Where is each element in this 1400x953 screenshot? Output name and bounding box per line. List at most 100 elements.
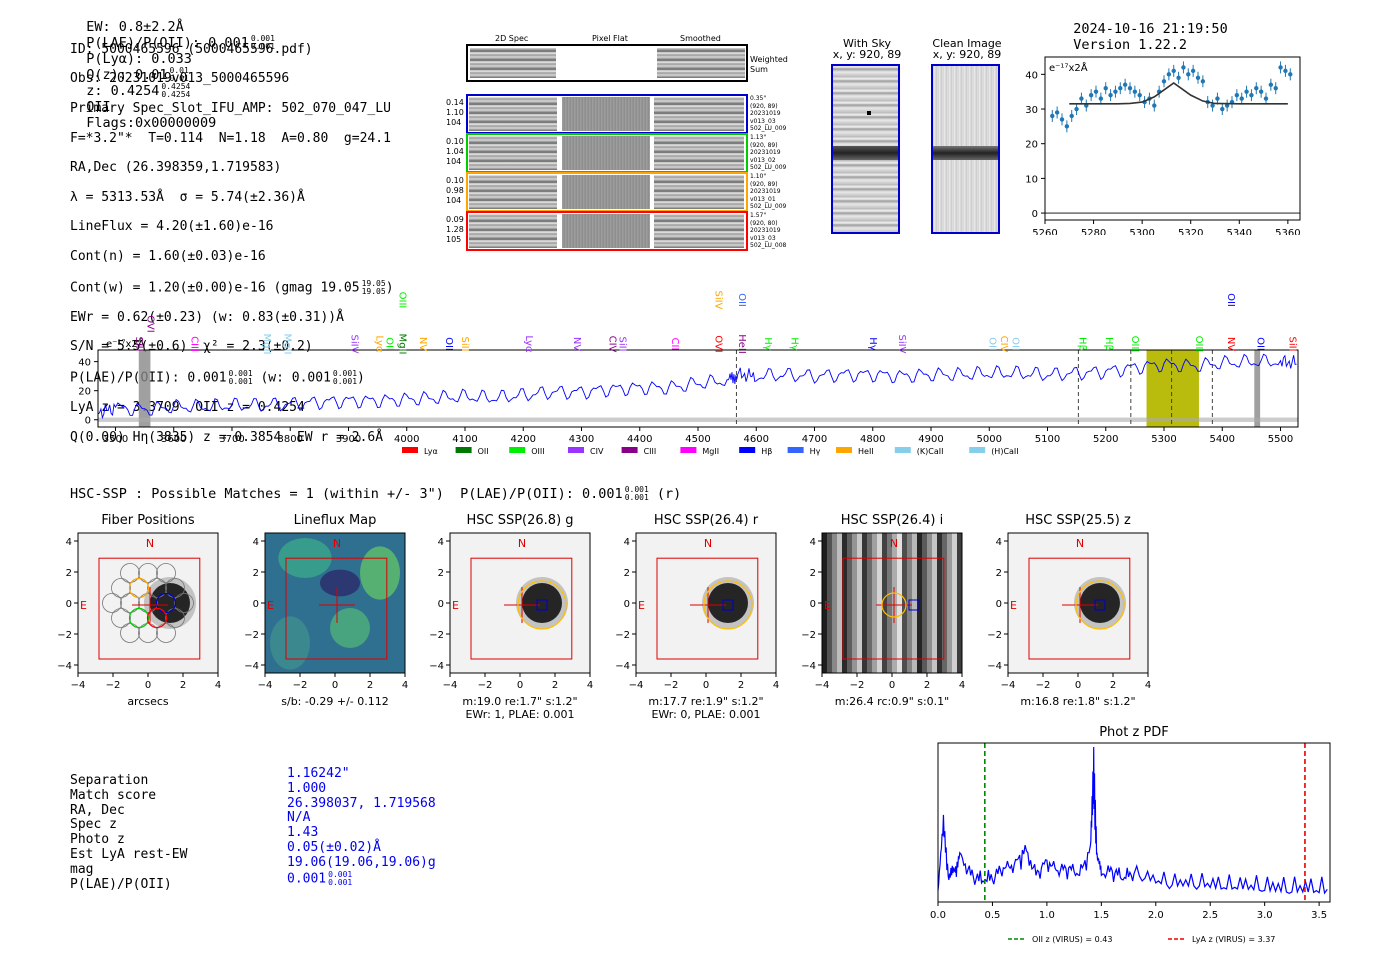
match-marker xyxy=(722,599,734,611)
x-tick-label: 5260 xyxy=(1032,228,1057,235)
east-label: E xyxy=(452,599,459,612)
cutout-panel: N E −4 −2 0 2 4 4 2 0 −2 −4 xyxy=(57,532,221,691)
y-tick-label: 2 xyxy=(810,568,816,579)
spec2d-left-val: 0.10 xyxy=(446,176,464,185)
spec2d-left-val: 0.98 xyxy=(446,186,464,195)
data-point xyxy=(1254,86,1259,91)
y-tick-label: 30 xyxy=(1025,105,1038,116)
match-value: 0.05(±0.02)Å xyxy=(287,840,436,856)
source-blob xyxy=(522,583,562,623)
line-label: SiII xyxy=(133,336,144,351)
x-tick-label: −4 xyxy=(443,680,458,691)
fiber-circle xyxy=(165,578,185,598)
match-label: mag xyxy=(70,861,94,877)
x-tick-label: −4 xyxy=(258,680,273,691)
header-z-up: 0.4254 xyxy=(161,82,191,91)
data-point xyxy=(1069,113,1074,119)
source-blob xyxy=(1080,583,1120,623)
legend-swatch xyxy=(509,447,526,453)
pdf-title: Phot z PDF xyxy=(1099,725,1169,740)
y-tick-label: −4 xyxy=(801,661,816,672)
aperture-box xyxy=(842,557,945,660)
data-point xyxy=(1166,72,1172,77)
fiber-circle xyxy=(165,608,185,628)
x-tick-label: −4 xyxy=(629,680,644,691)
x-tick-label: 2 xyxy=(924,680,930,691)
line-label: OII xyxy=(986,337,997,351)
y-tick-label: 2 xyxy=(996,568,1002,579)
stripe xyxy=(942,533,947,673)
cutout-title: HSC SSP(26.4) r xyxy=(653,513,759,528)
spec2d-right-val: v013_01 xyxy=(750,195,776,203)
header-flags: Flags:0x00000009 xyxy=(86,115,217,131)
legend-label: CIV xyxy=(590,447,604,456)
legend-swatch xyxy=(568,447,584,453)
y-tick-label: −2 xyxy=(244,630,259,641)
line-label: SiII xyxy=(1286,336,1297,351)
spec2d-row-left: 0.09 1.28 105 xyxy=(446,215,464,245)
data-point xyxy=(1132,89,1138,94)
spec2d-left-val: 0.10 xyxy=(446,137,464,146)
data-point xyxy=(1088,92,1094,98)
spec2d-left-val: 105 xyxy=(446,235,462,244)
match-value: 0.001 0.001 0.001 xyxy=(287,870,436,887)
x-tick-label: 3.0 xyxy=(1257,910,1273,921)
x-tick-label: 4600 xyxy=(744,434,769,445)
stripe xyxy=(957,533,962,673)
weighted-sum-frame xyxy=(466,44,748,82)
spec2d-left-val: 104 xyxy=(446,196,462,205)
east-label: E xyxy=(638,599,645,612)
data-point xyxy=(1263,96,1269,101)
y-tick-label: −2 xyxy=(801,630,816,641)
data-point xyxy=(1278,65,1283,70)
spec2d-right-val: 502_LU_009 xyxy=(750,164,787,171)
y-tick-label: −2 xyxy=(429,630,444,641)
data-point xyxy=(1200,79,1206,84)
spec2d-right-val: 1.10" xyxy=(750,173,767,180)
x-tick-label: 0 xyxy=(1075,680,1081,691)
spec2d-left-val: 0.09 xyxy=(446,215,464,224)
stripe xyxy=(952,533,957,673)
x-tick-label: −2 xyxy=(106,680,121,691)
data-point xyxy=(1258,89,1264,94)
aperture-ellipse xyxy=(1075,580,1125,630)
line-label: OII xyxy=(1254,337,1265,351)
x-tick-label: 2.0 xyxy=(1148,910,1164,921)
fiber-highlight xyxy=(146,607,168,629)
spec2d-row xyxy=(466,172,748,212)
flux-blob xyxy=(330,608,370,648)
x-tick-label: 4 xyxy=(959,680,965,691)
legend-swatch xyxy=(402,447,418,453)
line-label: OVI xyxy=(713,335,724,353)
source-halo xyxy=(144,577,196,629)
info-plae-w-up: 0.001 xyxy=(332,368,358,378)
header-qz-up: 0.01 xyxy=(169,66,189,75)
north-label: N xyxy=(1076,537,1084,550)
stripe xyxy=(857,533,862,673)
legend-label: Hγ xyxy=(810,447,821,456)
x-tick-label: −2 xyxy=(664,680,679,691)
x-tick-label: −4 xyxy=(815,680,830,691)
match-value-text: 1.16242" xyxy=(287,766,350,781)
y-tick-label: −2 xyxy=(615,630,630,641)
header-datetime: 2024-10-16 21:19:50 xyxy=(1073,21,1228,37)
match-value: 1.43 xyxy=(287,825,436,841)
detection-info: ID: 5000465596 (5000465596.pdf) Obs: 202… xyxy=(70,28,394,460)
y-tick-label: 0 xyxy=(996,599,1002,610)
cutout-caption: s/b: -0.29 +/- 0.112 xyxy=(225,695,445,708)
stripe xyxy=(872,533,877,673)
match-value-text: 26.398037, 1.719568 xyxy=(287,795,436,811)
header-summary: EW: 0.8±2.2Å P(LAE)/P(OII): 0.001 0.001 0.… xyxy=(70,3,275,131)
info-obs: Obs: 20231019v013_5000465596 xyxy=(70,71,290,87)
data-point xyxy=(1181,65,1186,70)
match-marker xyxy=(536,599,548,611)
line-label: MgII xyxy=(281,334,292,355)
data-point xyxy=(1186,72,1191,77)
clean-image-title: Clean Image x, y: 920, 89 xyxy=(932,38,1002,60)
info-plae-w: (w: 0.001 xyxy=(260,370,331,386)
info-contw: Cont(w) = 1.20(±0.00)e-16 (gmag 19.05 19.… xyxy=(70,279,394,296)
stripe xyxy=(822,533,827,673)
clean-image xyxy=(931,64,1000,234)
spec2d-row-right: 1.13" (920, 89) 20231019 v013_02 502_LU_009 xyxy=(750,134,786,172)
line-label: CII xyxy=(669,338,680,351)
